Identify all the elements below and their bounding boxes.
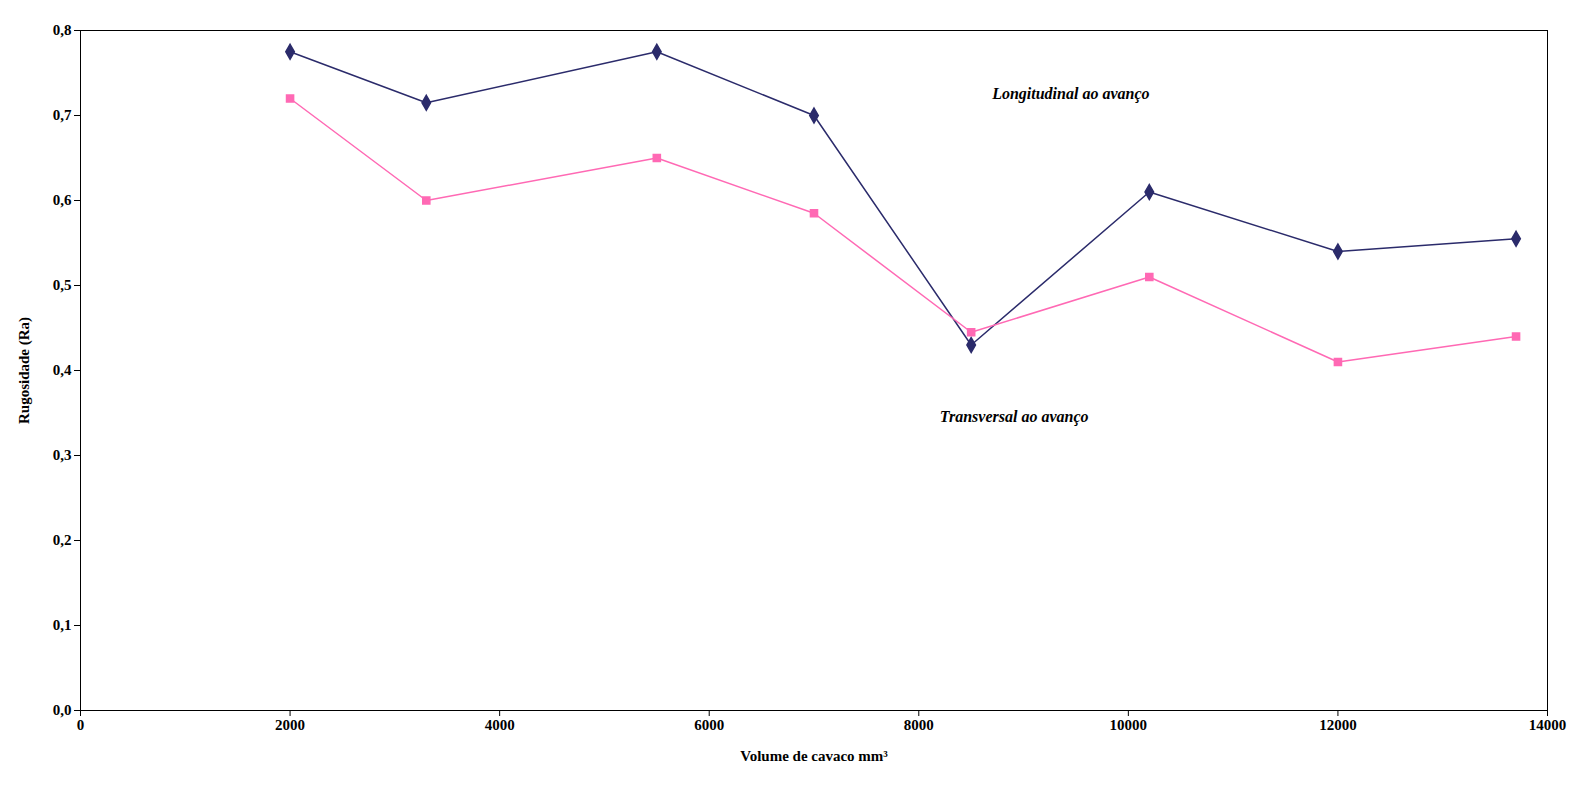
- svg-text:4000: 4000: [485, 717, 515, 733]
- svg-text:Rugosidade (Ra): Rugosidade (Ra): [16, 317, 33, 424]
- svg-text:14000: 14000: [1529, 717, 1567, 733]
- svg-text:Longitudinal ao avanço: Longitudinal ao avanço: [991, 85, 1149, 103]
- svg-text:10000: 10000: [1110, 717, 1148, 733]
- svg-text:0,4: 0,4: [53, 362, 72, 378]
- svg-text:0,5: 0,5: [53, 277, 72, 293]
- svg-text:Volume de cavaco mm³: Volume de cavaco mm³: [740, 748, 888, 764]
- svg-text:0,0: 0,0: [53, 702, 72, 718]
- svg-text:0,8: 0,8: [53, 22, 72, 38]
- svg-text:0,3: 0,3: [53, 447, 72, 463]
- svg-text:0: 0: [77, 717, 85, 733]
- svg-text:0,6: 0,6: [53, 192, 72, 208]
- svg-text:0,7: 0,7: [53, 107, 72, 123]
- svg-text:8000: 8000: [904, 717, 934, 733]
- svg-text:0,2: 0,2: [53, 532, 72, 548]
- svg-text:0,1: 0,1: [53, 617, 72, 633]
- svg-text:Transversal ao avanço: Transversal ao avanço: [940, 408, 1089, 426]
- svg-text:2000: 2000: [275, 717, 305, 733]
- svg-text:6000: 6000: [694, 717, 724, 733]
- svg-text:12000: 12000: [1319, 717, 1357, 733]
